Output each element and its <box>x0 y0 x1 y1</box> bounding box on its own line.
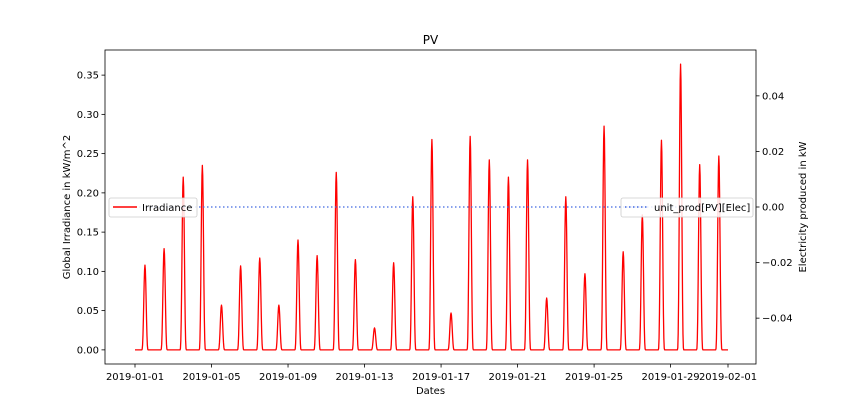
x-tick-label: 2019-01-25 <box>565 372 623 383</box>
y-left-tick-label: 0.00 <box>77 345 99 356</box>
y-left-tick-label: 0.30 <box>77 110 99 121</box>
y-left-tick-label: 0.15 <box>77 228 99 239</box>
series-irradiance-line <box>135 63 728 351</box>
x-tick-label: 2019-01-09 <box>259 372 317 383</box>
y-axis-right-ticks: −0.04 −0.02 0.00 0.02 0.04 <box>756 91 793 325</box>
y-right-tick-label: 0.02 <box>762 147 784 158</box>
y-axis-left-title: Global Irradiance in kW/m^2 <box>62 135 73 279</box>
legend-unit-prod-label: unit_prod[PV][Elec] <box>654 203 750 214</box>
x-tick-label: 2019-01-21 <box>489 372 547 383</box>
series-layer <box>135 63 728 351</box>
legend-irradiance: Irradiance <box>108 197 198 218</box>
x-tick-label: 2019-02-01 <box>699 372 757 383</box>
x-tick-label: 2019-01-01 <box>106 372 164 383</box>
y-right-tick-label: 0.04 <box>762 91 784 102</box>
y-axis-left-ticks: 0.00 0.05 0.10 0.15 0.20 0.25 0.30 0.35 <box>77 71 105 356</box>
x-tick-label: 2019-01-05 <box>182 372 240 383</box>
y-right-tick-label: 0.00 <box>762 203 784 214</box>
y-right-tick-label: −0.04 <box>762 314 793 325</box>
x-axis-ticks: 2019-01-01 2019-01-05 2019-01-09 2019-01-13… <box>106 364 757 383</box>
legend-irradiance-label: Irradiance <box>142 203 192 214</box>
legend-unit-prod: unit_prod[PV][Elec] <box>620 197 754 218</box>
x-tick-label: 2019-01-13 <box>335 372 393 383</box>
y-left-tick-label: 0.10 <box>77 267 99 278</box>
y-axis-right-title: Electricity produced in kW <box>798 141 809 272</box>
y-right-tick-label: −0.02 <box>762 258 793 269</box>
y-left-tick-label: 0.25 <box>77 149 99 160</box>
legend-irradiance-box <box>108 197 198 218</box>
x-axis-title: Dates <box>416 386 445 397</box>
y-left-tick-label: 0.35 <box>77 71 99 82</box>
chart-title: PV <box>423 33 439 47</box>
x-tick-label: 2019-01-29 <box>642 372 700 383</box>
legend-unit-prod-box <box>620 197 754 218</box>
y-left-tick-label: 0.20 <box>77 188 99 199</box>
y-left-tick-label: 0.05 <box>77 306 99 317</box>
x-tick-label: 2019-01-17 <box>412 372 470 383</box>
